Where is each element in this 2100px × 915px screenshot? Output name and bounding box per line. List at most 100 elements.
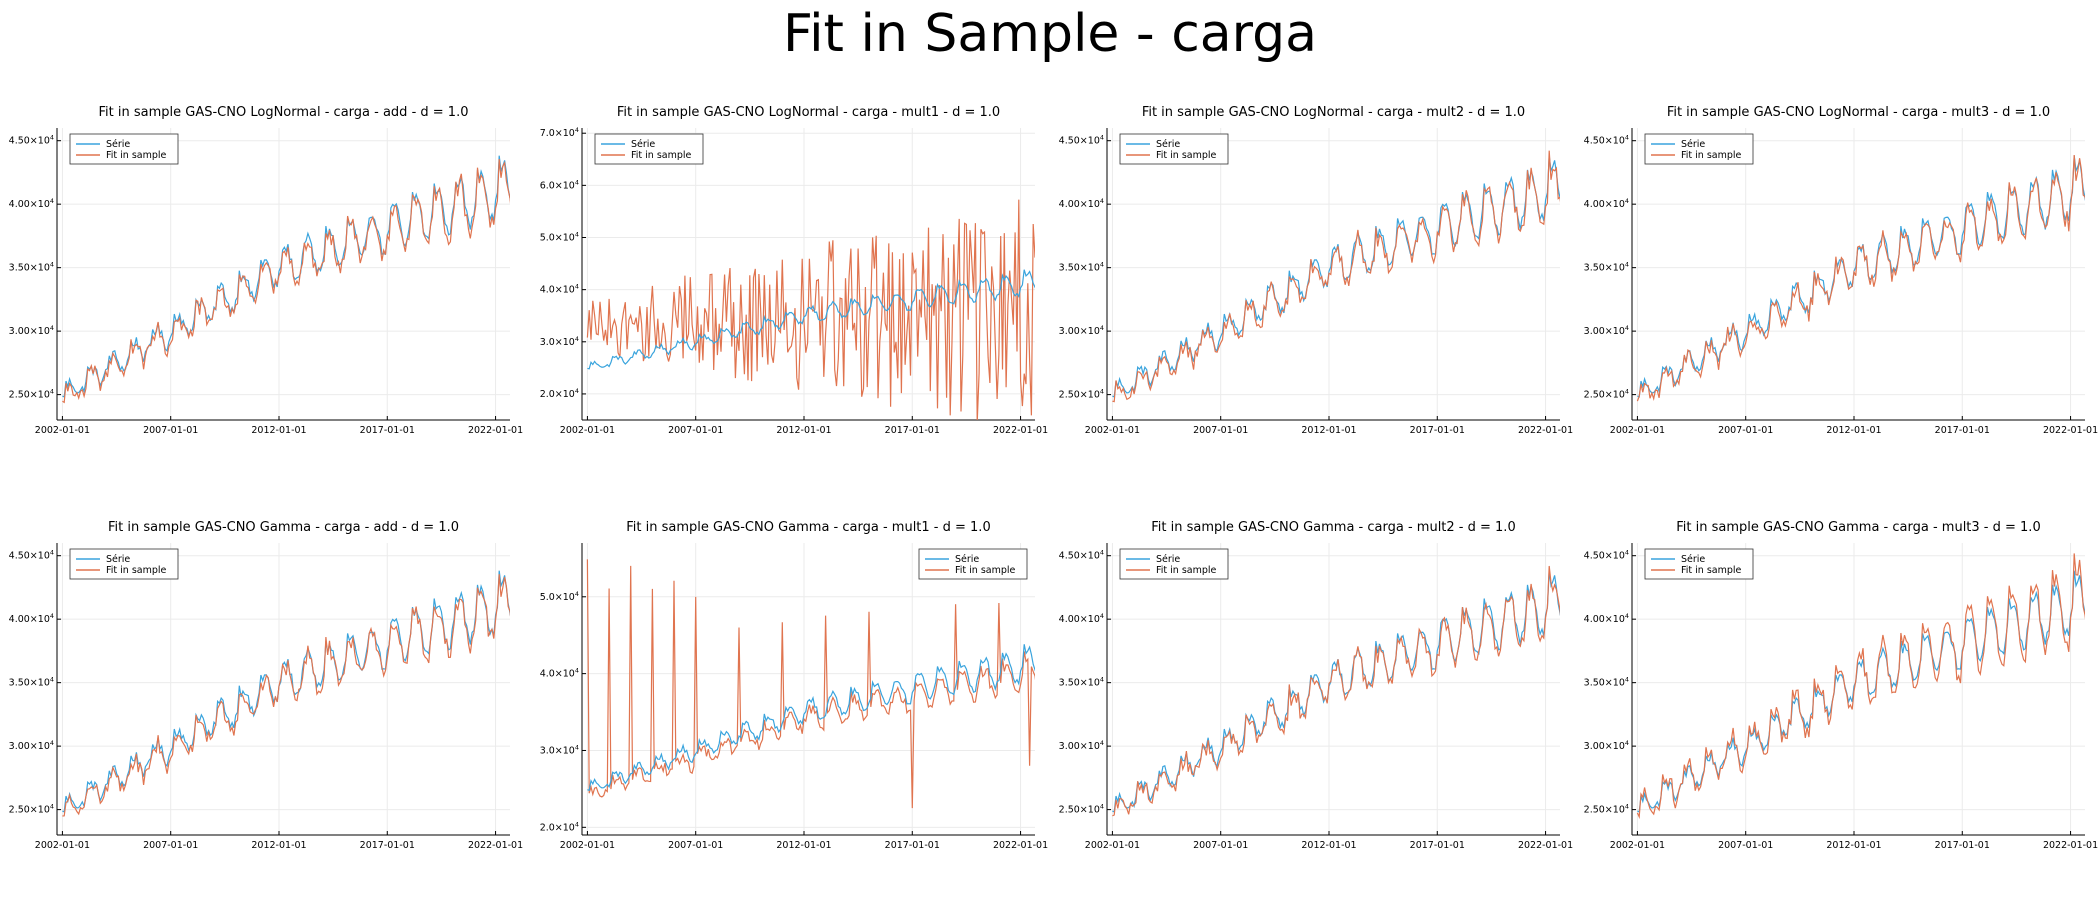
x-tick-label: 2007-01-01	[668, 840, 723, 851]
legend-fit-label: Fit in sample	[1156, 565, 1217, 576]
subplot-5: Fit in sample GAS-CNO Gamma - carga - ad…	[0, 515, 525, 915]
x-tick-label: 2012-01-01	[1826, 425, 1881, 436]
x-tick-label: 2022-01-01	[468, 840, 523, 851]
y-tick-label: 4.50×104	[1584, 549, 1629, 562]
serie-line	[1637, 570, 2085, 813]
fit-line	[1112, 150, 1560, 403]
serie-line	[587, 644, 1035, 792]
legend-fit-label: Fit in sample	[1156, 150, 1217, 161]
subplot-title: Fit in sample GAS-CNO LogNormal - carga …	[99, 105, 469, 120]
x-tick-label: 2002-01-01	[35, 425, 90, 436]
x-tick-label: 2017-01-01	[360, 840, 415, 851]
subplot-1: Fit in sample GAS-CNO LogNormal - carga …	[0, 100, 525, 500]
y-tick-label: 3.50×104	[9, 261, 54, 274]
subplot-4: Fit in sample GAS-CNO LogNormal - carga …	[1575, 100, 2100, 500]
y-tick-label: 7.0×104	[540, 126, 579, 139]
x-tick-label: 2012-01-01	[1826, 840, 1881, 851]
x-tick-label: 2002-01-01	[35, 840, 90, 851]
subplot-title: Fit in sample GAS-CNO LogNormal - carga …	[1142, 105, 1525, 120]
legend-fit-label: Fit in sample	[631, 150, 692, 161]
x-tick-label: 2002-01-01	[1610, 840, 1665, 851]
y-tick-label: 3.50×104	[9, 676, 54, 689]
legend-fit-label: Fit in sample	[106, 150, 167, 161]
y-tick-label: 4.00×104	[1059, 612, 1104, 625]
serie-line	[587, 269, 1035, 370]
x-tick-label: 2017-01-01	[885, 840, 940, 851]
legend-box	[1644, 133, 1754, 165]
y-tick-label: 3.50×104	[1584, 261, 1629, 274]
y-tick-label: 2.50×104	[1059, 803, 1104, 816]
legend-box	[69, 133, 179, 165]
y-tick-label: 4.50×104	[1584, 134, 1629, 147]
legend-serie-label: Série	[1681, 139, 1705, 150]
subplot-title: Fit in sample GAS-CNO LogNormal - carga …	[617, 105, 1000, 120]
y-tick-label: 3.50×104	[1584, 676, 1629, 689]
fit-line	[1636, 154, 2085, 402]
subplot-svg: Fit in sample GAS-CNO Gamma - carga - mu…	[1584, 520, 2099, 851]
y-tick-label: 3.00×104	[9, 739, 54, 752]
x-tick-label: 2002-01-01	[1085, 840, 1140, 851]
y-tick-label: 2.0×104	[540, 387, 579, 400]
x-tick-label: 2012-01-01	[251, 840, 306, 851]
legend-fit-label: Fit in sample	[106, 565, 167, 576]
x-tick-label: 2012-01-01	[1301, 840, 1356, 851]
x-tick-label: 2002-01-01	[560, 425, 615, 436]
legend-serie-label: Série	[955, 554, 979, 565]
x-tick-label: 2022-01-01	[2043, 840, 2098, 851]
legend-box	[594, 133, 704, 165]
subplot-2: Fit in sample GAS-CNO LogNormal - carga …	[525, 100, 1050, 500]
subplot-7: Fit in sample GAS-CNO Gamma - carga - mu…	[1050, 515, 1575, 915]
y-tick-label: 2.50×104	[9, 803, 54, 816]
y-tick-label: 5.0×104	[540, 590, 579, 603]
x-tick-label: 2007-01-01	[1718, 840, 1773, 851]
fit-line	[586, 199, 1035, 420]
y-tick-label: 4.00×104	[9, 197, 54, 210]
x-tick-label: 2007-01-01	[143, 840, 198, 851]
y-tick-label: 4.50×104	[9, 549, 54, 562]
y-tick-label: 3.50×104	[1059, 676, 1104, 689]
y-tick-label: 4.50×104	[1059, 134, 1104, 147]
legend-fit-label: Fit in sample	[1681, 150, 1742, 161]
legend-box	[1644, 548, 1754, 580]
y-tick-label: 4.00×104	[1584, 197, 1629, 210]
subplot-svg: Fit in sample GAS-CNO Gamma - carga - mu…	[1059, 520, 1574, 851]
y-tick-label: 4.00×104	[1059, 197, 1104, 210]
x-tick-label: 2022-01-01	[468, 425, 523, 436]
y-tick-label: 2.50×104	[1059, 388, 1104, 401]
fit-line	[1636, 553, 2085, 820]
x-tick-label: 2017-01-01	[360, 425, 415, 436]
subplot-title: Fit in sample GAS-CNO Gamma - carga - mu…	[1676, 520, 2040, 535]
x-tick-label: 2022-01-01	[993, 425, 1048, 436]
y-tick-label: 3.00×104	[1059, 739, 1104, 752]
y-tick-label: 3.50×104	[1059, 261, 1104, 274]
legend-fit-label: Fit in sample	[955, 565, 1016, 576]
y-tick-label: 3.0×104	[540, 335, 579, 348]
x-tick-label: 2017-01-01	[1935, 425, 1990, 436]
subplot-svg: Fit in sample GAS-CNO LogNormal - carga …	[1059, 105, 1574, 436]
x-tick-label: 2012-01-01	[776, 840, 831, 851]
legend-serie-label: Série	[631, 139, 655, 150]
y-tick-label: 2.50×104	[1584, 803, 1629, 816]
legend-box	[1119, 133, 1229, 165]
subplot-title: Fit in sample GAS-CNO LogNormal - carga …	[1667, 105, 2050, 120]
serie-line	[1112, 155, 1560, 398]
y-tick-label: 3.00×104	[9, 324, 54, 337]
y-tick-label: 4.00×104	[9, 612, 54, 625]
legend-box	[918, 548, 1028, 580]
y-tick-label: 3.00×104	[1584, 739, 1629, 752]
x-tick-label: 2022-01-01	[993, 840, 1048, 851]
y-tick-label: 6.0×104	[540, 178, 579, 191]
legend-box	[69, 548, 179, 580]
chart-grid: Fit in sample GAS-CNO LogNormal - carga …	[0, 100, 2100, 900]
y-tick-label: 2.50×104	[9, 388, 54, 401]
y-tick-label: 4.50×104	[1059, 549, 1104, 562]
y-tick-label: 3.0×104	[540, 743, 579, 756]
x-tick-label: 2017-01-01	[1410, 425, 1465, 436]
subplot-svg: Fit in sample GAS-CNO LogNormal - carga …	[1584, 105, 2099, 436]
x-tick-label: 2002-01-01	[1085, 425, 1140, 436]
